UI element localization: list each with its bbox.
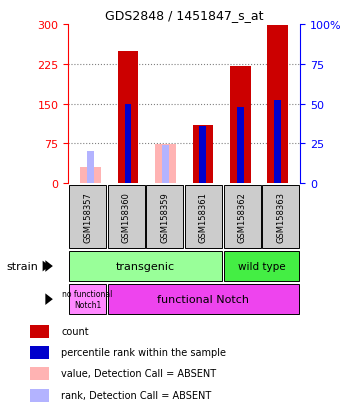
Text: GSM158362: GSM158362 xyxy=(238,192,247,242)
Bar xyxy=(224,251,299,282)
Bar xyxy=(274,101,281,184)
Polygon shape xyxy=(45,294,53,305)
Bar xyxy=(87,152,94,184)
Polygon shape xyxy=(43,261,49,272)
Text: GSM158360: GSM158360 xyxy=(122,192,131,242)
Text: GSM158357: GSM158357 xyxy=(83,192,92,242)
Bar xyxy=(69,251,222,282)
Text: wild type: wild type xyxy=(238,261,285,271)
Text: count: count xyxy=(61,327,89,337)
Bar xyxy=(69,185,106,249)
Bar xyxy=(224,185,261,249)
Bar xyxy=(267,26,288,184)
Bar xyxy=(30,325,49,338)
Text: rank, Detection Call = ABSENT: rank, Detection Call = ABSENT xyxy=(61,390,211,400)
Title: GDS2848 / 1451847_s_at: GDS2848 / 1451847_s_at xyxy=(105,9,263,22)
Text: value, Detection Call = ABSENT: value, Detection Call = ABSENT xyxy=(61,368,216,378)
Bar xyxy=(80,168,101,184)
Bar xyxy=(162,146,169,184)
Bar xyxy=(69,284,106,315)
Text: GSM158363: GSM158363 xyxy=(276,191,285,242)
Bar xyxy=(108,284,299,315)
Bar xyxy=(146,185,183,249)
Bar xyxy=(30,346,49,359)
Bar xyxy=(125,104,131,184)
Bar xyxy=(199,126,206,184)
Bar xyxy=(30,389,49,401)
Bar xyxy=(262,185,299,249)
Text: functional Notch: functional Notch xyxy=(158,294,250,304)
Text: strain: strain xyxy=(7,261,39,271)
Bar xyxy=(193,126,213,184)
Bar xyxy=(30,367,49,380)
Polygon shape xyxy=(45,261,53,272)
Text: no functional
Notch1: no functional Notch1 xyxy=(62,290,113,309)
Text: transgenic: transgenic xyxy=(116,261,175,271)
Bar xyxy=(237,107,243,184)
Bar xyxy=(118,52,138,184)
Text: percentile rank within the sample: percentile rank within the sample xyxy=(61,348,226,358)
Bar xyxy=(108,185,145,249)
Text: GSM158361: GSM158361 xyxy=(199,192,208,242)
Bar xyxy=(185,185,222,249)
Bar xyxy=(155,145,176,184)
Bar xyxy=(230,67,251,184)
Text: GSM158359: GSM158359 xyxy=(160,192,169,242)
